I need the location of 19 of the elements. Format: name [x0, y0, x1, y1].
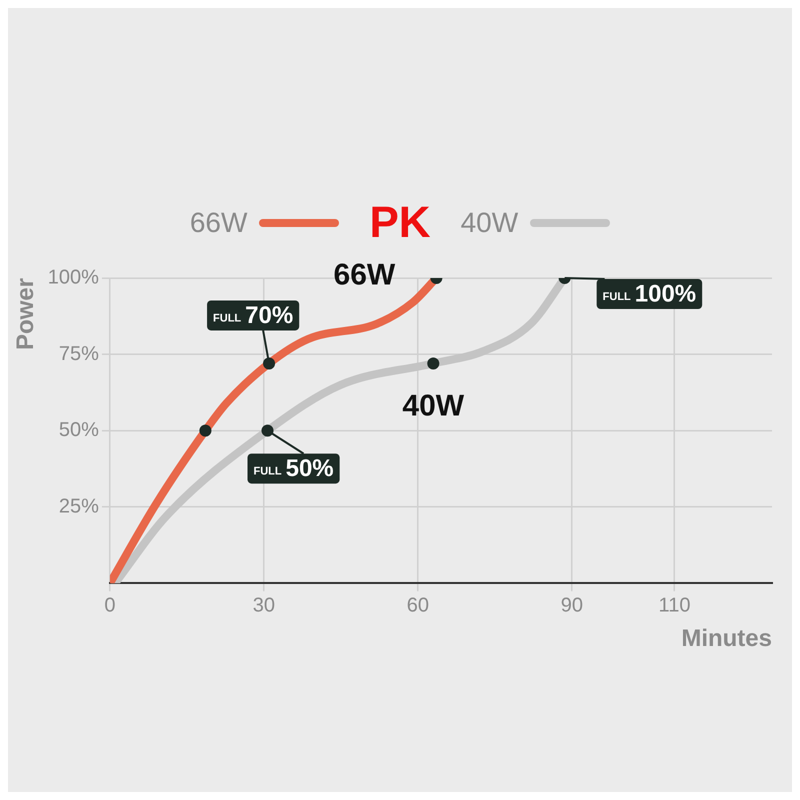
x-tick-label: 30 — [252, 594, 276, 617]
x-axis-title: Minutes — [681, 625, 772, 652]
y-axis-title: Power — [12, 278, 40, 350]
x-tick-label: 110 — [658, 594, 690, 617]
x-tick-label: 60 — [406, 594, 430, 617]
y-tick-label: 25% — [58, 495, 100, 518]
y-tick-label: 100% — [48, 266, 100, 289]
y-tick-label: 50% — [58, 419, 100, 442]
annotation: FULL 50% — [254, 455, 334, 482]
x-tick-label: 0 — [104, 594, 116, 617]
annotation: FULL 70% — [213, 302, 294, 330]
text: 66W — [334, 258, 396, 292]
text: 40W — [402, 390, 464, 423]
chart-title: PK — [369, 198, 431, 248]
y-tick-label: 75% — [58, 342, 100, 365]
annotation: FULL 100% — [602, 280, 696, 308]
legend-label: 40W — [460, 207, 518, 239]
x-tick-label: 90 — [560, 594, 583, 617]
legend-label: 66W — [190, 207, 248, 239]
